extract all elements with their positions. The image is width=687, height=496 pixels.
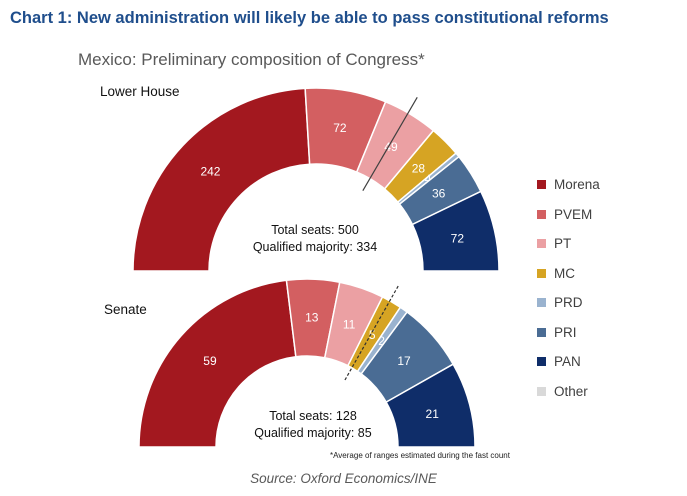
legend-item: PVEM xyxy=(537,200,600,230)
legend-swatch-other xyxy=(537,386,546,396)
legend-label: Other xyxy=(554,383,588,399)
legend-label: PVEM xyxy=(554,206,593,222)
senate-segment-pan xyxy=(385,363,476,448)
lower-house-majority-line xyxy=(362,97,418,191)
legend-label: PT xyxy=(554,236,572,252)
senate-total-seats: Total seats: 128 xyxy=(269,409,357,423)
senate-segment-morena xyxy=(138,279,297,448)
legend-label: PRI xyxy=(554,324,577,340)
legend-item: PAN xyxy=(537,347,600,377)
legend-item: PT xyxy=(537,229,600,259)
legend-swatch-pvem xyxy=(537,209,546,219)
senate-value-label: 59 xyxy=(203,354,217,368)
legend-item: MC xyxy=(537,259,600,289)
chart-legend: Morena PVEM PT MC PRD PRI PAN Other xyxy=(537,170,600,406)
source-note: Source: Oxford Economics/INE xyxy=(250,471,437,486)
chart-subtitle: Mexico: Preliminary composition of Congr… xyxy=(78,50,425,69)
senate-label: Senate xyxy=(104,302,147,317)
lower-house-value-label: 4 xyxy=(425,172,432,186)
lower-house-label: Lower House xyxy=(100,84,180,99)
footnote: *Average of ranges estimated during the … xyxy=(330,451,510,460)
legend-item: Morena xyxy=(537,170,600,200)
lower-house-value-label: 49 xyxy=(384,140,398,154)
legend-swatch-prd xyxy=(537,298,546,308)
legend-swatch-morena xyxy=(537,180,546,190)
senate-value-label: 13 xyxy=(305,311,319,325)
lower-house-value-label: 28 xyxy=(412,161,426,175)
lower-house-segment-morena xyxy=(132,87,311,272)
lower-house-value-label: 72 xyxy=(451,232,465,246)
chart-heading: Chart 1: New administration will likely … xyxy=(10,9,609,27)
senate-value-label: 11 xyxy=(343,318,356,332)
legend-swatch-pan xyxy=(537,357,546,367)
lower-house-value-label: 242 xyxy=(200,165,220,179)
lower-house-value-label: 36 xyxy=(432,187,446,201)
senate-qualified-majority: Qualified majority: 85 xyxy=(254,426,372,440)
legend-label: PRD xyxy=(554,295,583,311)
senate-value-label: 2 xyxy=(378,334,385,348)
senate-value-label: 5 xyxy=(369,328,376,342)
legend-swatch-mc xyxy=(537,268,546,278)
lower-house-total-seats: Total seats: 500 xyxy=(271,223,359,237)
lower-house-segment-pan xyxy=(411,190,500,272)
senate-summary: Total seats: 128 Qualified majority: 85 xyxy=(228,408,398,442)
lower-house-summary: Total seats: 500 Qualified majority: 334 xyxy=(230,222,400,256)
senate-value-label: 21 xyxy=(426,407,440,421)
legend-swatch-pt xyxy=(537,239,546,249)
lower-house-qualified-majority: Qualified majority: 334 xyxy=(252,240,378,254)
lower-house-value-label: 72 xyxy=(333,121,347,135)
legend-label: MC xyxy=(554,265,575,281)
senate-majority-line xyxy=(344,284,400,381)
legend-item: Other xyxy=(537,377,600,407)
legend-label: PAN xyxy=(554,354,581,370)
legend-label: Morena xyxy=(554,177,600,193)
legend-item: PRD xyxy=(537,288,600,318)
legend-item: PRI xyxy=(537,318,600,348)
legend-swatch-pri xyxy=(537,327,546,337)
senate-value-label: 17 xyxy=(397,354,411,368)
